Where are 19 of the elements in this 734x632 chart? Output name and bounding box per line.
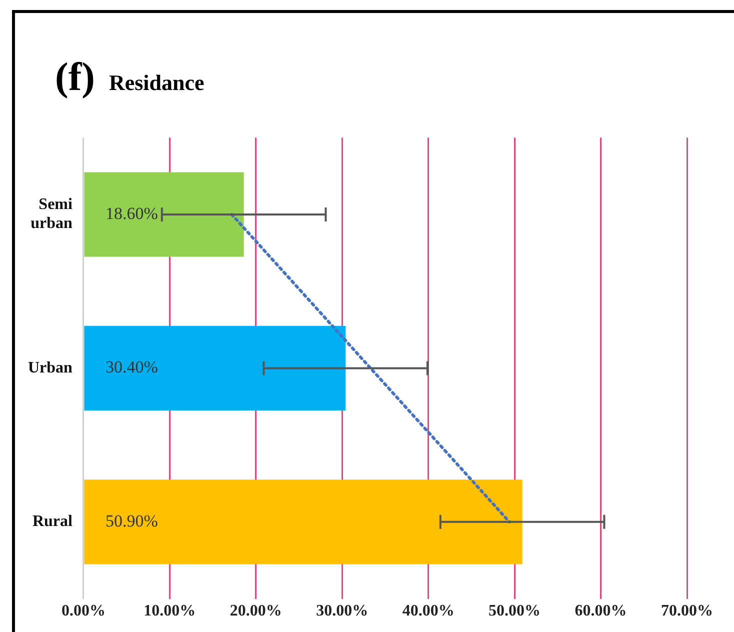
x-tick-label: 20.00% [230, 602, 282, 620]
bar [84, 172, 244, 257]
data-label: 50.90% [105, 511, 158, 530]
bar [84, 480, 522, 564]
data-label: 30.40% [105, 358, 158, 377]
text: (f) [55, 53, 95, 100]
y-tick-label: Urban [28, 359, 73, 376]
data-label: 18.60% [105, 204, 158, 223]
x-tick-label: 30.00% [316, 602, 368, 620]
x-tick-label: 60.00% [574, 602, 627, 620]
bar [84, 326, 346, 410]
x-tick-label: 70.00% [661, 602, 713, 620]
y-tick-label: Rural [32, 513, 74, 530]
x-tick-label: 0.00% [61, 602, 106, 620]
chart-title: Residance [108, 70, 204, 96]
x-tick-label: 10.00% [144, 602, 196, 620]
x-tick-label: 50.00% [488, 602, 541, 620]
x-tick-label: 40.00% [402, 602, 454, 620]
y-tick-label: Semi urban [30, 196, 73, 232]
